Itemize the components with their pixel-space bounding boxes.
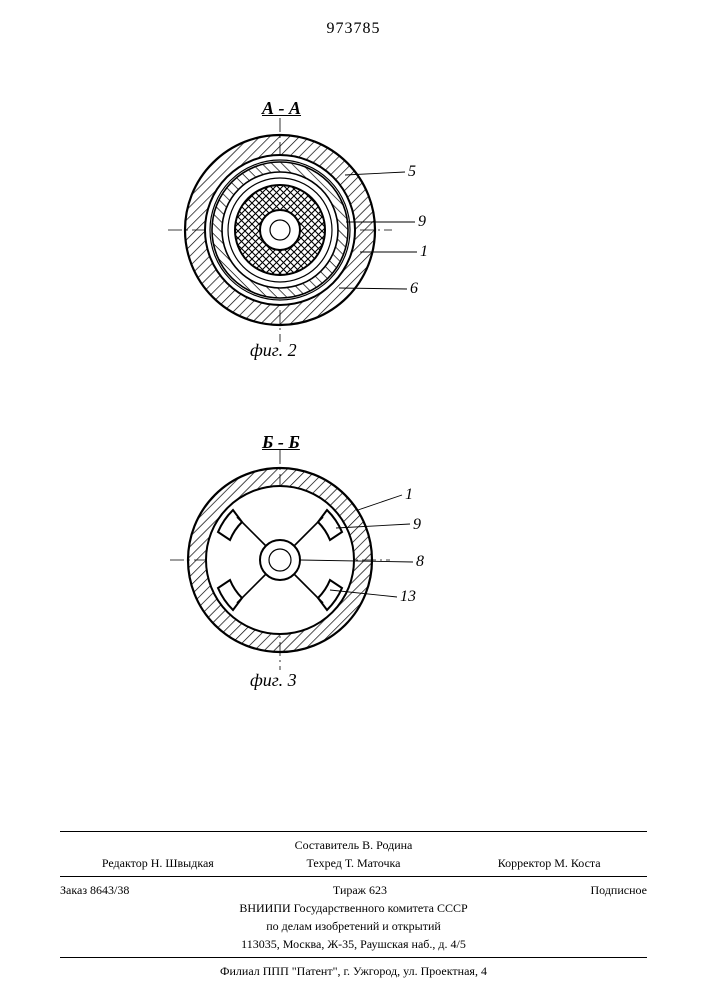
footer-org1: ВНИИПИ Государственного комитета СССР (60, 899, 647, 917)
figure-2 (0, 0, 707, 400)
footer: Составитель В. Родина Редактор Н. Швыдка… (60, 827, 647, 980)
footer-editor: Редактор Н. Швыдкая (60, 854, 256, 872)
footer-compiler: Составитель В. Родина (60, 836, 647, 854)
footer-order: Заказ 8643/38 (60, 881, 129, 899)
footer-address: 113035, Москва, Ж-35, Раушская наб., д. … (60, 935, 647, 953)
footer-techred: Техред Т. Маточка (256, 854, 452, 872)
footer-branch: Филиал ППП "Патент", г. Ужгород, ул. Про… (60, 962, 647, 980)
footer-tirazh: Тираж 623 (333, 881, 387, 899)
figure-3 (0, 350, 707, 700)
footer-subscription: Подписное (591, 881, 648, 899)
footer-org2: по делам изобретений и открытий (60, 917, 647, 935)
footer-corrector: Корректор М. Коста (451, 854, 647, 872)
